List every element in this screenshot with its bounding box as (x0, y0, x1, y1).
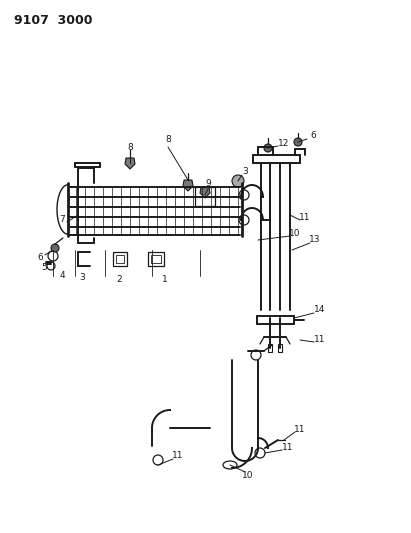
Text: 4: 4 (59, 271, 65, 280)
Text: 13: 13 (309, 236, 321, 245)
Text: 2: 2 (116, 276, 122, 285)
Bar (113, 252, 127, 266)
Circle shape (294, 138, 302, 146)
Circle shape (51, 244, 59, 252)
Text: 7: 7 (59, 215, 65, 224)
Text: 10: 10 (242, 471, 254, 480)
Circle shape (264, 144, 272, 152)
Bar (116, 255, 124, 263)
Circle shape (232, 175, 244, 187)
Text: 9107  3000: 9107 3000 (14, 14, 92, 27)
Bar (278, 344, 282, 352)
Text: 11: 11 (294, 425, 306, 434)
Text: 11: 11 (299, 214, 311, 222)
Text: 11: 11 (314, 335, 326, 344)
Text: 12: 12 (278, 139, 290, 148)
Text: 8: 8 (165, 135, 171, 144)
Polygon shape (200, 187, 210, 198)
Text: 11: 11 (282, 443, 294, 453)
Text: 3: 3 (242, 167, 248, 176)
Text: 6: 6 (37, 254, 43, 262)
Text: 11: 11 (172, 451, 184, 461)
Text: 9: 9 (205, 179, 211, 188)
Text: 1: 1 (162, 276, 168, 285)
Bar (151, 255, 161, 263)
Text: 10: 10 (289, 229, 301, 238)
Text: 3: 3 (79, 273, 85, 282)
Bar (268, 344, 272, 352)
Polygon shape (183, 180, 193, 191)
Text: 14: 14 (314, 305, 326, 314)
Text: 5: 5 (41, 263, 47, 272)
Bar (148, 252, 164, 266)
Text: 6: 6 (310, 132, 316, 141)
Polygon shape (125, 158, 135, 169)
Text: 8: 8 (127, 143, 133, 152)
